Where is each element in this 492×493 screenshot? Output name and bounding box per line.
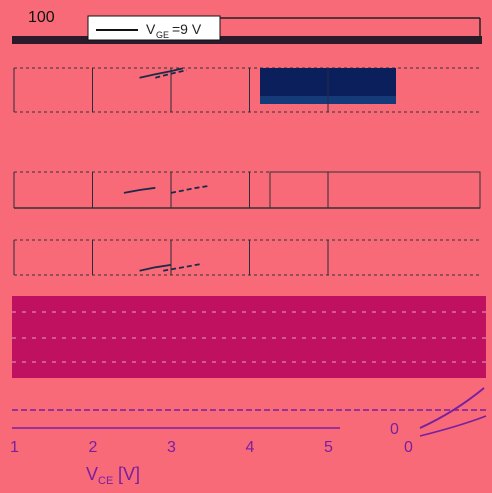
series-group — [123, 67, 211, 272]
vertical-grid — [13, 68, 329, 275]
x-tick-label: 5 — [324, 439, 333, 456]
legend-label: V — [146, 21, 156, 37]
lower-panel — [14, 239, 480, 276]
legend-subscript: GE — [156, 30, 169, 40]
x-axis: 1 2 3 4 5 V CE [V] 0 0 — [10, 387, 487, 487]
x-tick-label: 3 — [167, 439, 176, 456]
x-tick-labels: 1 2 3 4 5 — [10, 439, 333, 456]
upper-panel — [14, 67, 480, 113]
right-inset-curve-2 — [419, 415, 487, 437]
x-tick-label: 2 — [89, 439, 98, 456]
series-line — [163, 262, 203, 272]
series-line — [139, 67, 184, 79]
right-inset-curve — [419, 387, 485, 429]
legend-value: =9 V — [172, 21, 202, 37]
legend-box — [87, 15, 221, 41]
series-line — [139, 264, 172, 272]
magenta-region — [12, 296, 486, 378]
middle-panel — [14, 171, 481, 209]
x-axis-label-sub: CE — [98, 475, 113, 487]
right-axis-zero: 0 — [390, 421, 399, 438]
series-line — [170, 184, 211, 194]
x-tick-label: 1 — [10, 439, 19, 456]
top-bar-dark — [12, 36, 482, 44]
x-axis-label-unit: [V] — [118, 464, 140, 484]
right-axis-zero-2: 0 — [404, 439, 413, 456]
x-tick-label: 4 — [246, 439, 255, 456]
series-line — [123, 186, 156, 194]
top-tick-label: 100 — [28, 9, 55, 26]
x-axis-label-main: V — [86, 464, 98, 484]
series-line — [155, 69, 187, 79]
magenta-band — [12, 296, 486, 378]
top-strip: V GE =9 V 100 — [12, 9, 482, 44]
middle-box — [269, 171, 481, 209]
